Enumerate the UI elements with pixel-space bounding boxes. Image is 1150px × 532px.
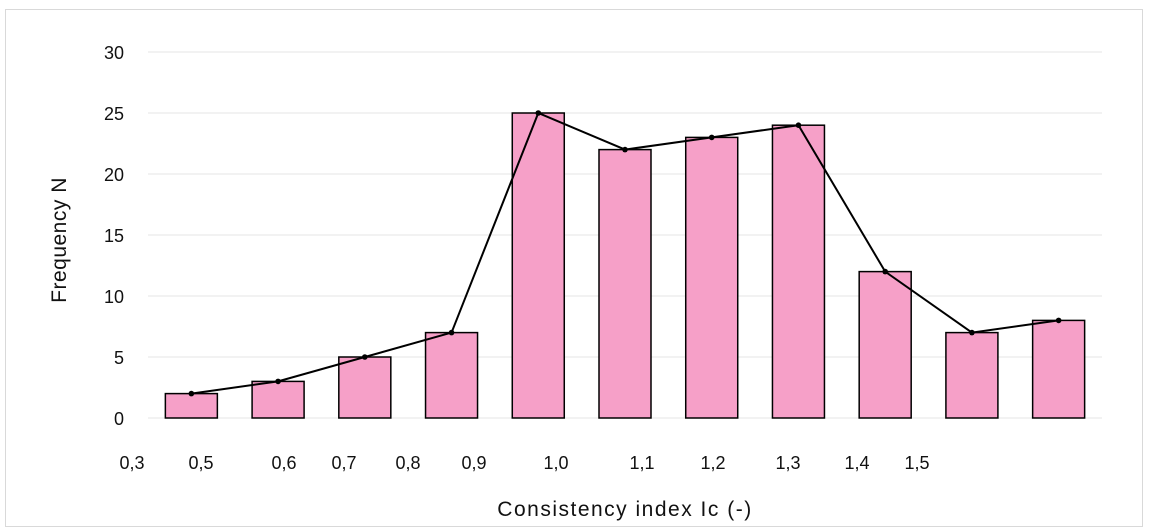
- x-tick-label: 1,1: [629, 453, 654, 473]
- y-tick-label: 20: [104, 165, 124, 185]
- y-tick-labels: 0 5 10 15 20 25 30: [104, 43, 124, 429]
- line-point-10: [969, 329, 975, 336]
- x-tick-label: 1,0: [543, 453, 568, 473]
- x-tick-label: 0,6: [271, 453, 296, 473]
- x-tick-label: 0,9: [461, 453, 486, 473]
- x-tick-label: 0,8: [395, 453, 420, 473]
- x-axis-title: Consistency index Ic (-): [497, 498, 752, 521]
- line-point-4: [448, 329, 455, 336]
- y-tick-label: 15: [104, 226, 124, 246]
- line-point-6: [622, 146, 628, 153]
- x-tick-label: 1,3: [775, 453, 800, 473]
- line-point-9: [882, 268, 888, 275]
- line-point-1: [188, 390, 195, 397]
- line-point-8: [795, 122, 802, 128]
- line-series: [188, 110, 1062, 397]
- bar-2: [251, 380, 305, 419]
- bar-6: [598, 148, 652, 419]
- x-tick-label: 0,7: [331, 453, 356, 473]
- y-tick-label: 30: [104, 43, 124, 63]
- bar-1: [164, 392, 219, 419]
- x-tick-label: 1,5: [904, 453, 929, 473]
- line-point-7: [708, 134, 715, 141]
- y-axis-title: Frequency N: [48, 177, 71, 303]
- y-tick-label: 5: [114, 348, 124, 368]
- chart-frame: [5, 9, 1143, 527]
- bar-11: [1031, 319, 1086, 419]
- x-tick-label: 1,2: [700, 453, 725, 473]
- bar-5: [511, 112, 566, 419]
- x-tick-label: 1,4: [844, 453, 869, 473]
- line-point-11: [1055, 317, 1062, 324]
- bar-10: [945, 331, 999, 419]
- bar-8: [771, 124, 826, 419]
- x-tick-label: 0,3: [119, 453, 144, 473]
- bar-7: [684, 136, 739, 419]
- line-point-2: [275, 378, 281, 385]
- x-tick-label: 0,5: [188, 453, 213, 473]
- bars: [164, 112, 1086, 419]
- line-point-5: [535, 110, 542, 116]
- y-tick-label: 0: [114, 409, 124, 429]
- line-point-3: [362, 354, 368, 360]
- bar-3: [338, 356, 392, 419]
- y-tick-label: 25: [104, 104, 124, 124]
- bar-9: [858, 270, 912, 419]
- x-tick-labels: 0,3 0,5 0,6 0,7 0,8 0,9 1,0 1,1 1,2 1,3 1,4 1,5: [119, 453, 929, 473]
- y-tick-label: 10: [104, 287, 124, 307]
- bar-4: [424, 331, 479, 419]
